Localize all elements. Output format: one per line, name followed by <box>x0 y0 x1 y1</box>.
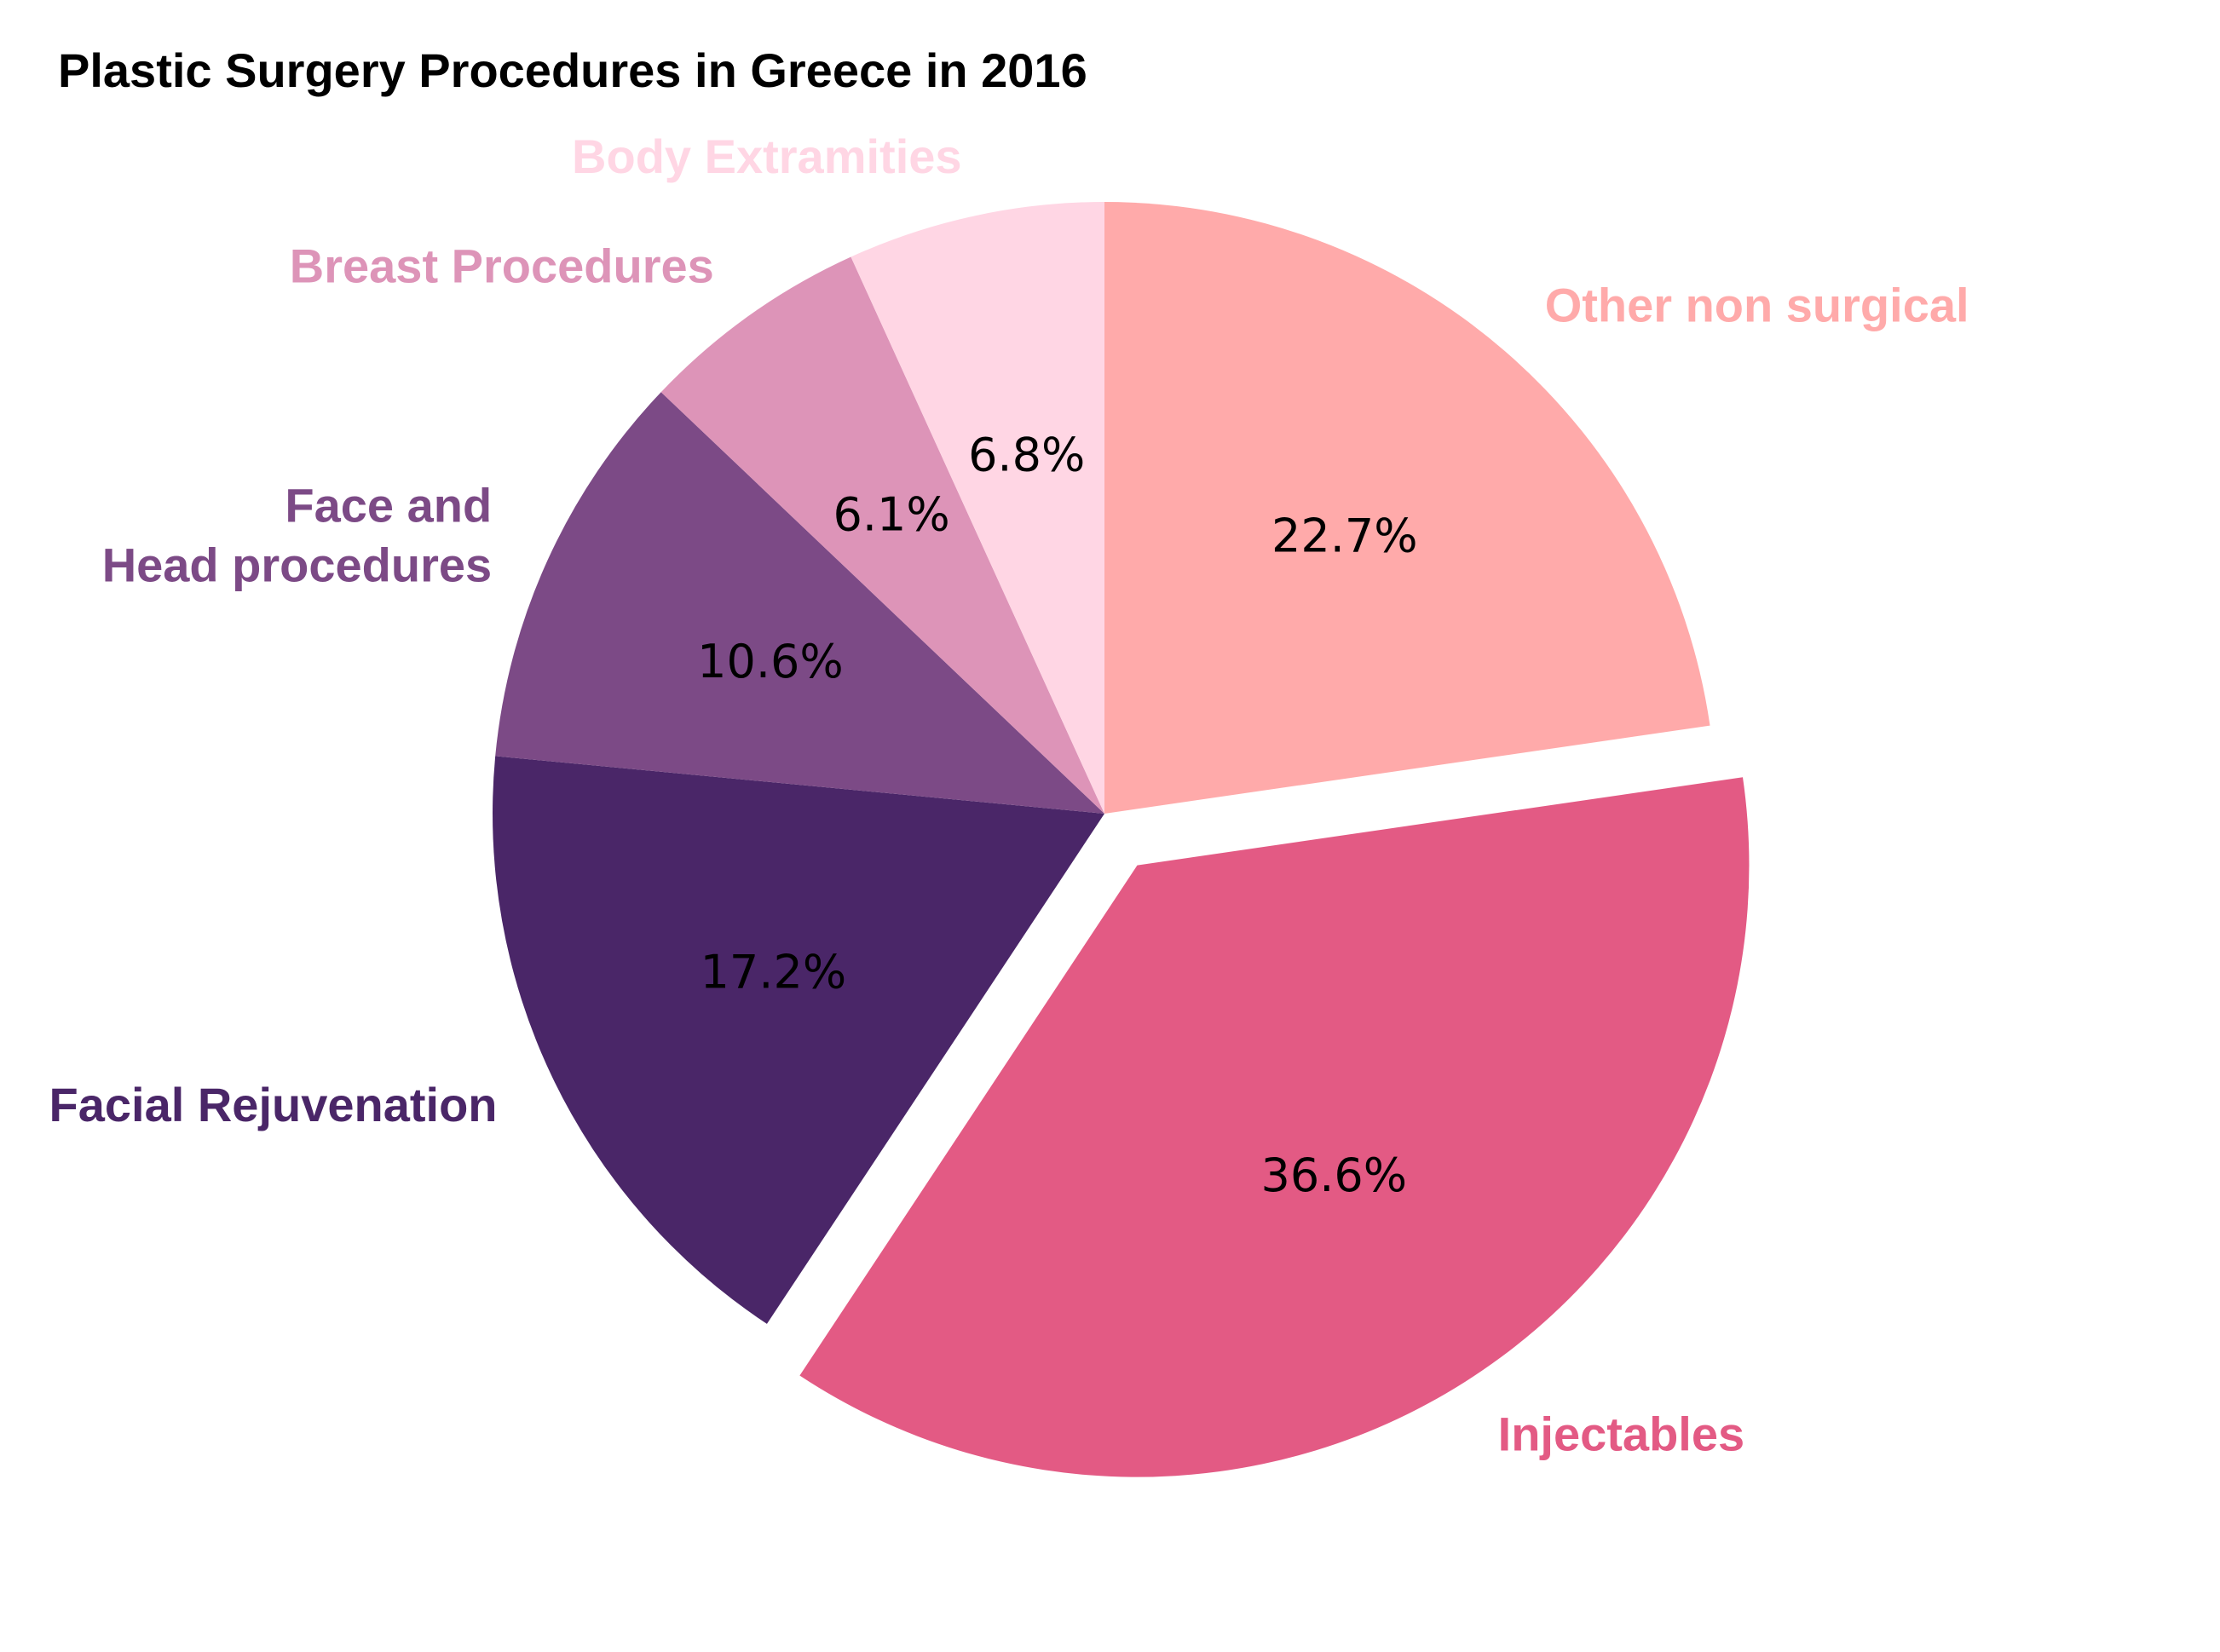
chart-title: Plastic Surgery Procedures in Greece in … <box>58 43 1087 97</box>
pie-percent-label-body-extramities: 6.8% <box>968 428 1085 481</box>
pie-slice-breast-procedures <box>660 256 1104 814</box>
pie-percent-label-breast-procedures: 6.1% <box>833 488 949 542</box>
pie-percent-label-other-non-surgical: 22.7% <box>1271 509 1418 563</box>
pie-category-label-injectables: Injectables <box>1498 1407 1744 1460</box>
pie-slices <box>493 202 1750 1477</box>
pie-percent-label-injectables: 36.6% <box>1261 1148 1408 1202</box>
pie-slice-injectables <box>799 777 1750 1477</box>
pie-category-label-body-extramities: Body Extramities <box>572 130 962 183</box>
pie-category-label-face-and-head-procedures: Face and Head procedures <box>102 478 493 591</box>
pie-category-label-other-non-surgical: Other non surgical <box>1545 278 1969 331</box>
pie-slice-face-and-head-procedures <box>495 392 1104 814</box>
pie-slice-other-non-surgical <box>1104 202 1710 814</box>
pie-category-label-breast-procedures: Breast Procedures <box>290 239 714 292</box>
pie-category-label-facial-rejuvenation: Facial Rejuvenation <box>49 1077 498 1131</box>
pie-slice-facial-rejuvenation <box>493 756 1104 1324</box>
pie-labels: 22.7% Other non surgical 36.6% Injectables 1… <box>49 130 1969 1460</box>
pie-slice-body-extramities <box>851 202 1104 814</box>
pie-percent-label-face-and-head-procedures: 10.6% <box>697 635 844 688</box>
pie-percent-label-facial-rejuvenation: 17.2% <box>701 945 847 999</box>
